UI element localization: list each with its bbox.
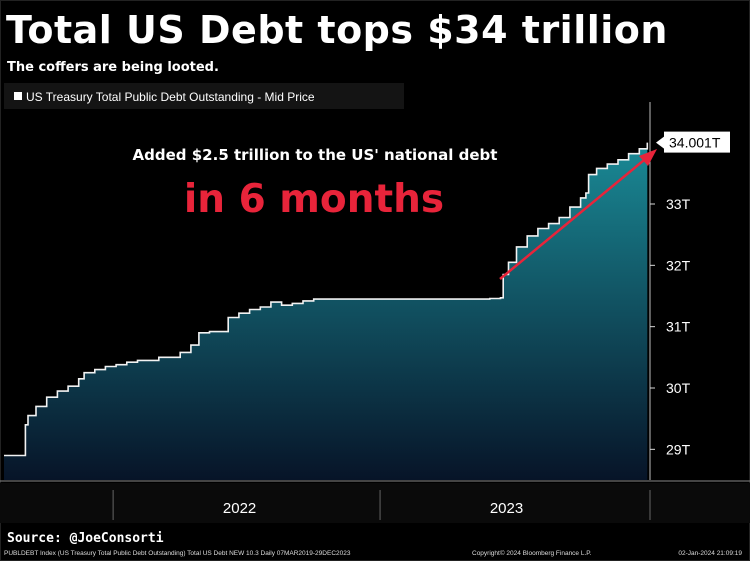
- last-value-label: 34.001T: [669, 135, 721, 151]
- trend-arrow-line: [499, 155, 650, 280]
- y-tick-label: 29T: [666, 441, 691, 457]
- y-tick-label: 33T: [666, 196, 691, 212]
- debt-chart: US Treasury Total Public Debt Outstandin…: [0, 83, 750, 557]
- trend-arrow-head: [639, 149, 657, 166]
- source-credit: Source: @JoeConsorti: [7, 531, 164, 546]
- last-value-box: [664, 131, 730, 153]
- footer-timestamp: 02-Jan-2024 21:09:19: [678, 550, 742, 557]
- legend-swatch: [14, 92, 22, 100]
- last-value-pointer: [656, 136, 664, 149]
- footer-index-text: PUBLDEBT Index (US Treasury Total Public…: [4, 550, 351, 557]
- x-tick-label: 2022: [223, 500, 256, 517]
- legend-label: US Treasury Total Public Debt Outstandin…: [26, 90, 315, 104]
- legend-box: [4, 83, 404, 109]
- y-tick-label: 31T: [666, 319, 691, 335]
- footer-copyright: Copyright© 2024 Bloomberg Finance L.P.: [472, 549, 592, 557]
- y-tick-label: 32T: [666, 257, 691, 273]
- annotation-added: Added $2.5 trillion to the US' national …: [133, 146, 498, 164]
- series-area: [4, 142, 648, 480]
- y-tick-label: 30T: [666, 380, 691, 396]
- annotation-six-months: in 6 months: [184, 177, 444, 222]
- chart-title: Total US Debt tops $34 trillion: [6, 8, 668, 52]
- x-axis-band: [0, 483, 750, 523]
- chart-subtitle: The coffers are being looted.: [7, 60, 219, 75]
- series-line: [4, 142, 649, 457]
- x-tick-label: 2023: [490, 500, 523, 517]
